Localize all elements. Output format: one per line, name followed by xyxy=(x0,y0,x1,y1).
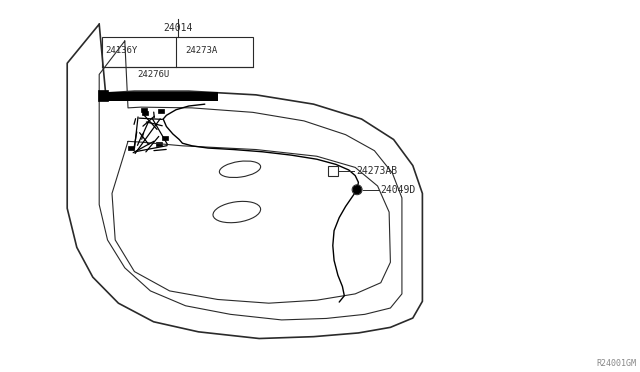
Bar xyxy=(102,37,253,67)
Text: 24049D: 24049D xyxy=(381,185,416,195)
Bar xyxy=(328,166,338,176)
Bar xyxy=(162,136,168,140)
Bar xyxy=(106,92,218,101)
Text: 24273AB: 24273AB xyxy=(356,166,397,176)
Bar xyxy=(141,108,147,112)
Bar xyxy=(98,90,108,101)
Text: 24136Y: 24136Y xyxy=(106,46,138,55)
Bar xyxy=(158,109,164,113)
Text: R24001GM: R24001GM xyxy=(596,359,636,368)
Text: 24014: 24014 xyxy=(163,23,193,33)
Bar xyxy=(141,111,148,115)
Bar xyxy=(156,141,162,145)
Circle shape xyxy=(353,186,361,194)
Text: 24276U: 24276U xyxy=(138,70,170,79)
Text: 24273A: 24273A xyxy=(186,46,218,55)
Bar xyxy=(127,146,134,150)
